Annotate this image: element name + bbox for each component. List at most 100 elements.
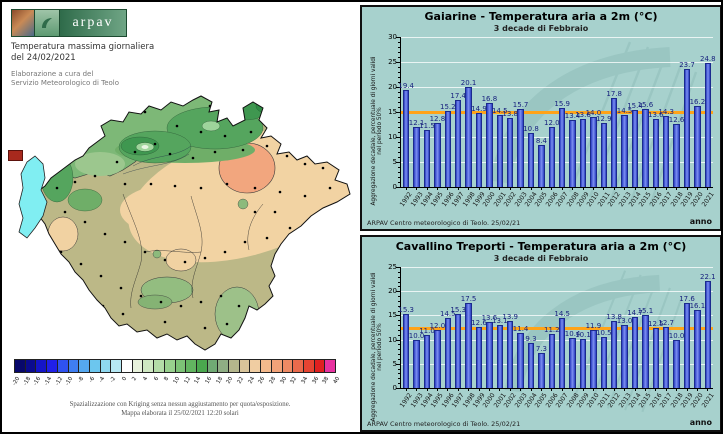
x-tick	[686, 388, 688, 391]
map-title-line1: Temperatura massima giornaliera	[11, 42, 155, 52]
bar-value-label: 14.0	[585, 109, 602, 117]
station-dot	[133, 150, 137, 154]
chart-subtitle: 3 decade di Febbraio	[493, 24, 589, 33]
bar-value-label: 13.6	[481, 314, 498, 323]
bar	[662, 115, 670, 187]
x-tick	[478, 388, 480, 391]
x-tick	[488, 187, 490, 190]
bar	[662, 326, 670, 388]
x-axis-label: anno	[689, 217, 712, 226]
y-minor-tick	[398, 67, 401, 68]
y-tick-label: 10	[388, 335, 397, 344]
scale-segment	[195, 360, 207, 372]
scale-segment	[174, 360, 186, 372]
bar	[444, 111, 452, 187]
station-dot	[175, 124, 179, 128]
station-dot	[153, 142, 157, 146]
x-tick	[613, 388, 615, 391]
y-minor-tick	[398, 122, 401, 123]
bar-value-label: 13.8	[606, 313, 622, 322]
scale-segment	[281, 360, 293, 372]
bar-value-label: 8.4	[535, 137, 547, 145]
scale-segment	[67, 360, 79, 372]
bar-value-label: 11.0	[419, 326, 435, 335]
station-dot	[115, 160, 119, 164]
station-dot	[241, 148, 245, 152]
station-dot	[183, 260, 187, 264]
bar	[673, 124, 680, 187]
y-minor-tick	[396, 291, 401, 293]
gridline	[401, 339, 713, 341]
x-tick	[447, 388, 449, 391]
bar-value-label: 20.1	[460, 78, 477, 87]
bar	[600, 122, 608, 187]
x-tick	[488, 388, 490, 391]
x-tick	[416, 187, 418, 190]
plot-area: 0 5 10 15 20 25 30 19.4 1992 12.1 1993 11.5 1994 12.8…	[388, 33, 716, 208]
y-minor-tick	[396, 87, 401, 88]
x-tick	[468, 388, 470, 391]
y-minor-tick	[398, 102, 401, 103]
x-tick	[603, 187, 605, 190]
gridline	[401, 363, 713, 365]
x-tick	[572, 388, 574, 391]
y-minor-tick	[396, 62, 401, 63]
x-tick	[676, 388, 678, 391]
bar	[569, 120, 576, 187]
scale-segment	[206, 360, 218, 372]
bar-value-label: 15.4	[627, 102, 643, 110]
station-dot	[73, 180, 77, 184]
bar	[402, 313, 410, 388]
lake-garda	[18, 155, 48, 239]
station-dot	[303, 194, 307, 198]
scale-segment	[35, 360, 47, 372]
x-tick	[613, 187, 615, 190]
station-dot	[328, 186, 332, 190]
station-dot	[93, 174, 97, 178]
y-minor-tick	[398, 305, 401, 307]
y-minor-tick	[398, 300, 401, 302]
bar-value-label: 11.5	[419, 121, 435, 130]
x-axis-label: anno	[689, 418, 712, 427]
scale-segment	[88, 360, 100, 372]
station-dot	[168, 152, 172, 156]
gridline	[401, 267, 713, 268]
y-minor-tick	[398, 354, 401, 356]
chart-subtitle: 3 decade di Febbraio	[493, 254, 589, 263]
bar	[538, 352, 545, 388]
bar-value-label: 12.1	[408, 118, 425, 127]
station-dot	[199, 300, 203, 304]
scale-segment	[15, 360, 25, 372]
y-minor-tick	[398, 325, 401, 327]
bar-value-label: 12.6	[471, 319, 487, 328]
bar	[590, 117, 597, 187]
y-minor-tick	[398, 47, 401, 48]
x-tick	[686, 187, 688, 190]
y-minor-tick	[398, 349, 401, 351]
x-tick	[520, 187, 522, 190]
x-tick	[457, 187, 459, 190]
y-minor-tick	[398, 177, 401, 178]
bar-value-label: 15.3	[450, 305, 466, 314]
station-dot	[173, 184, 177, 188]
bar-value-label: 14.7	[627, 308, 643, 317]
bar-value-label: 11.4	[512, 324, 529, 333]
station-dot	[285, 154, 289, 158]
scale-segment	[78, 360, 89, 372]
bar-value-label: 10.0	[668, 331, 685, 340]
bar-value-label: 17.5	[460, 295, 477, 304]
x-tick	[509, 187, 511, 190]
x-tick	[665, 187, 667, 190]
y-minor-tick	[398, 127, 401, 128]
plot-area: 0 5 10 15 20 25 15.3 1992 10.0 1993 11.0 1994 12.0 19…	[388, 263, 716, 409]
map-title: Temperatura massima giornaliera del 24/0…	[11, 42, 154, 64]
bar-value-label: 14.9	[471, 104, 487, 113]
bar	[652, 327, 660, 388]
gridline	[401, 87, 713, 88]
station-dot	[163, 258, 167, 262]
bar	[621, 325, 628, 388]
scale-segment	[249, 360, 261, 372]
x-tick	[561, 388, 563, 391]
scale-segment	[302, 360, 314, 372]
bar-value-label: 17.4	[450, 92, 466, 100]
